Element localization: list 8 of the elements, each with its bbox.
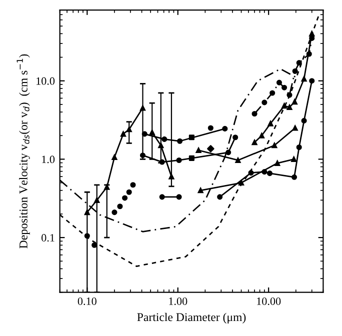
y-tick-label: 1.0 xyxy=(42,156,55,164)
y-tick-label: 10.0 xyxy=(36,77,55,85)
y-tick-label: 0.1 xyxy=(42,234,54,242)
x-tick-label: 1.00 xyxy=(169,298,188,306)
x-tick-label: 0.10 xyxy=(78,298,96,306)
x-tick-label: 10.00 xyxy=(257,298,281,306)
y-axis-title: Deposition Velocity v$_{ds}$(or v$_{d}$) (cm s$^{−1}$) xyxy=(16,54,30,248)
x-axis-title: Particle Diameter (μm) xyxy=(137,312,246,324)
